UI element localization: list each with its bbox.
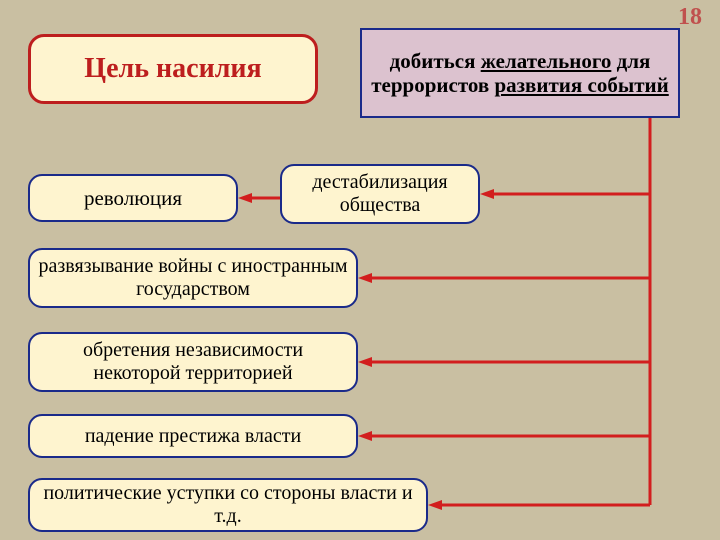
page-number: 18: [678, 4, 702, 31]
sub-box-label: падение престижа власти: [85, 425, 301, 448]
sub-box-label: революция: [84, 186, 182, 210]
title-text: Цель насилия: [84, 53, 261, 85]
sub-box-label: развязывание войны с иностранным государ…: [38, 255, 348, 301]
sub-box-war: развязывание войны с иностранным государ…: [28, 248, 358, 308]
sub-box-destabilization: дестабилизация общества: [280, 164, 480, 224]
title-box: Цель насилия: [28, 34, 318, 104]
sub-box-label: обретения независимости некоторой террит…: [38, 339, 348, 385]
sub-box-label: политические уступки со стороны власти и…: [38, 482, 418, 528]
sub-box-revolution: революция: [28, 174, 238, 222]
main-goal-box: добиться желательного для террористов ра…: [360, 28, 680, 118]
sub-box-concessions: политические уступки со стороны власти и…: [28, 478, 428, 532]
sub-box-independence: обретения независимости некоторой террит…: [28, 332, 358, 392]
main-goal-text: добиться желательного для террористов ра…: [370, 49, 670, 97]
sub-box-prestige: падение престижа власти: [28, 414, 358, 458]
sub-box-label: дестабилизация общества: [290, 171, 470, 217]
